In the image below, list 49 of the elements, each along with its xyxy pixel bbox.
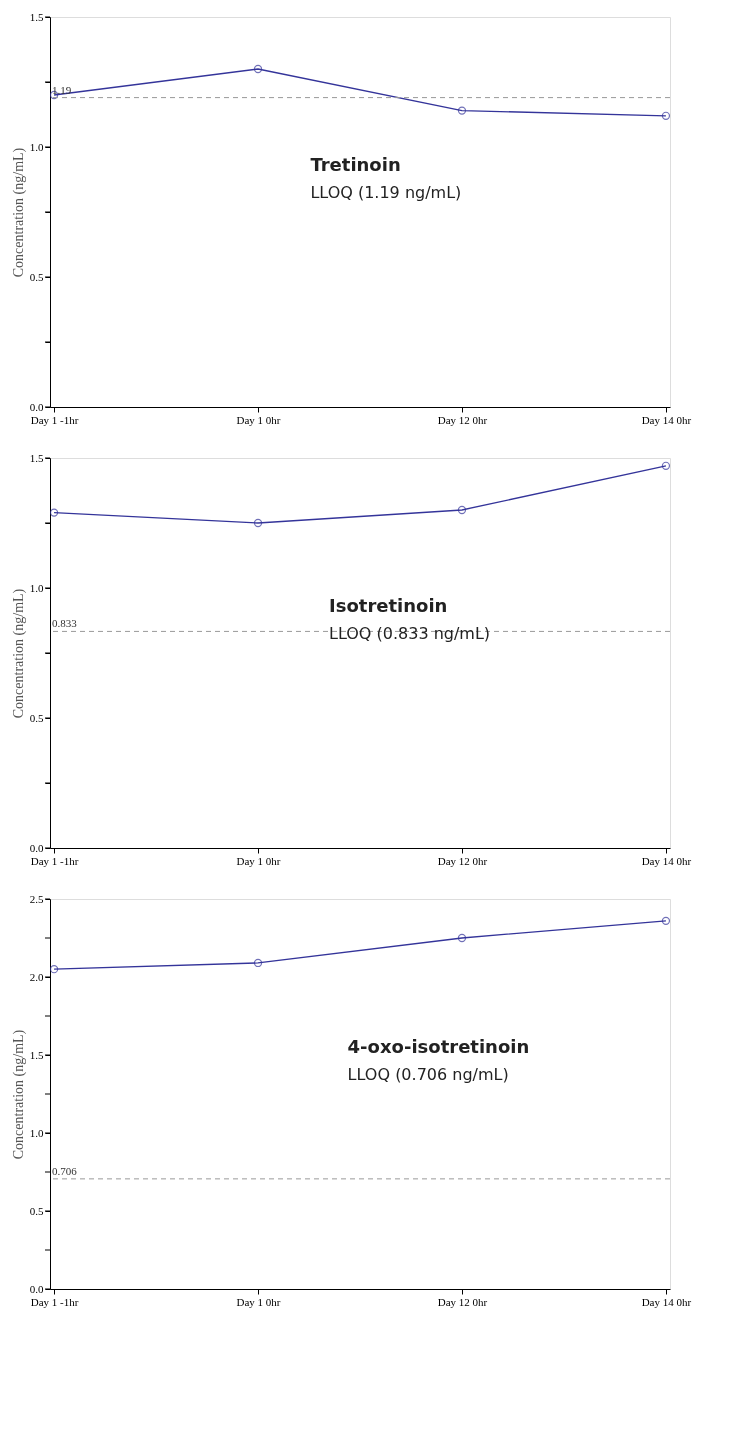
y-tick-label: 2.5 bbox=[29, 892, 44, 905]
annotation: LLOQ (0.833 ng/mL) bbox=[329, 624, 491, 644]
point bbox=[49, 965, 59, 974]
point bbox=[457, 933, 467, 943]
annotation: Tretinoin bbox=[310, 154, 401, 176]
y-tick-label: 1.0 bbox=[29, 1126, 44, 1139]
annotation: Isotretinoin bbox=[329, 595, 448, 617]
x-tick-label: Day 14 0hr bbox=[641, 1295, 692, 1308]
y-tick-label: 1.5 bbox=[29, 10, 44, 23]
x-tick-label: Day 1 0hr bbox=[236, 1295, 281, 1308]
y-tick-label: 0.5 bbox=[29, 270, 44, 283]
y-tick-label: 0.0 bbox=[29, 1282, 44, 1295]
y-tick-label: 0.0 bbox=[29, 841, 44, 854]
y-axis-title: Concentration (ng/mL) bbox=[10, 588, 27, 719]
x-tick-label: Day 14 0hr bbox=[641, 854, 692, 867]
x-tick-label: Day 12 0hr bbox=[437, 413, 488, 426]
ref-line-label: 0.706 bbox=[52, 1164, 78, 1177]
x-tick-label: Day 1 -1hr bbox=[30, 1295, 79, 1308]
point bbox=[457, 505, 467, 515]
point bbox=[661, 916, 671, 925]
ref-line-label: 1.19 bbox=[52, 83, 72, 96]
point bbox=[457, 106, 467, 115]
x-tick-label: Day 1 0hr bbox=[236, 413, 281, 426]
point bbox=[253, 958, 263, 968]
point bbox=[661, 461, 671, 470]
y-tick-label: 2.0 bbox=[29, 970, 44, 983]
x-tick-label: Day 14 0hr bbox=[641, 413, 692, 426]
point bbox=[661, 111, 671, 120]
ref-line-label: 0.833 bbox=[52, 617, 78, 630]
point bbox=[253, 518, 263, 528]
x-tick-label: Day 1 -1hr bbox=[30, 413, 79, 426]
y-tick-label: 0.5 bbox=[29, 711, 44, 724]
y-axis-title: Concentration (ng/mL) bbox=[10, 147, 27, 278]
point bbox=[253, 64, 263, 74]
annotation: LLOQ (0.706 ng/mL) bbox=[347, 1065, 509, 1085]
y-tick-label: 1.0 bbox=[29, 581, 44, 594]
y-tick-label: 0.0 bbox=[29, 400, 44, 413]
annotation: LLOQ (1.19 ng/mL) bbox=[310, 183, 462, 203]
x-tick-label: Day 1 -1hr bbox=[30, 854, 79, 867]
x-tick-label: Day 12 0hr bbox=[437, 1295, 488, 1308]
x-tick-label: Day 12 0hr bbox=[437, 854, 488, 867]
x-tick-label: Day 1 0hr bbox=[236, 854, 281, 867]
y-tick-label: 1.5 bbox=[29, 1048, 44, 1061]
y-axis-title: Concentration (ng/mL) bbox=[10, 1029, 27, 1160]
point bbox=[49, 508, 59, 517]
annotation: 4-oxo-isotretinoin bbox=[347, 1036, 530, 1058]
y-tick-label: 1.0 bbox=[29, 140, 44, 153]
y-tick-label: 0.5 bbox=[29, 1204, 44, 1217]
y-tick-label: 1.5 bbox=[29, 451, 44, 464]
